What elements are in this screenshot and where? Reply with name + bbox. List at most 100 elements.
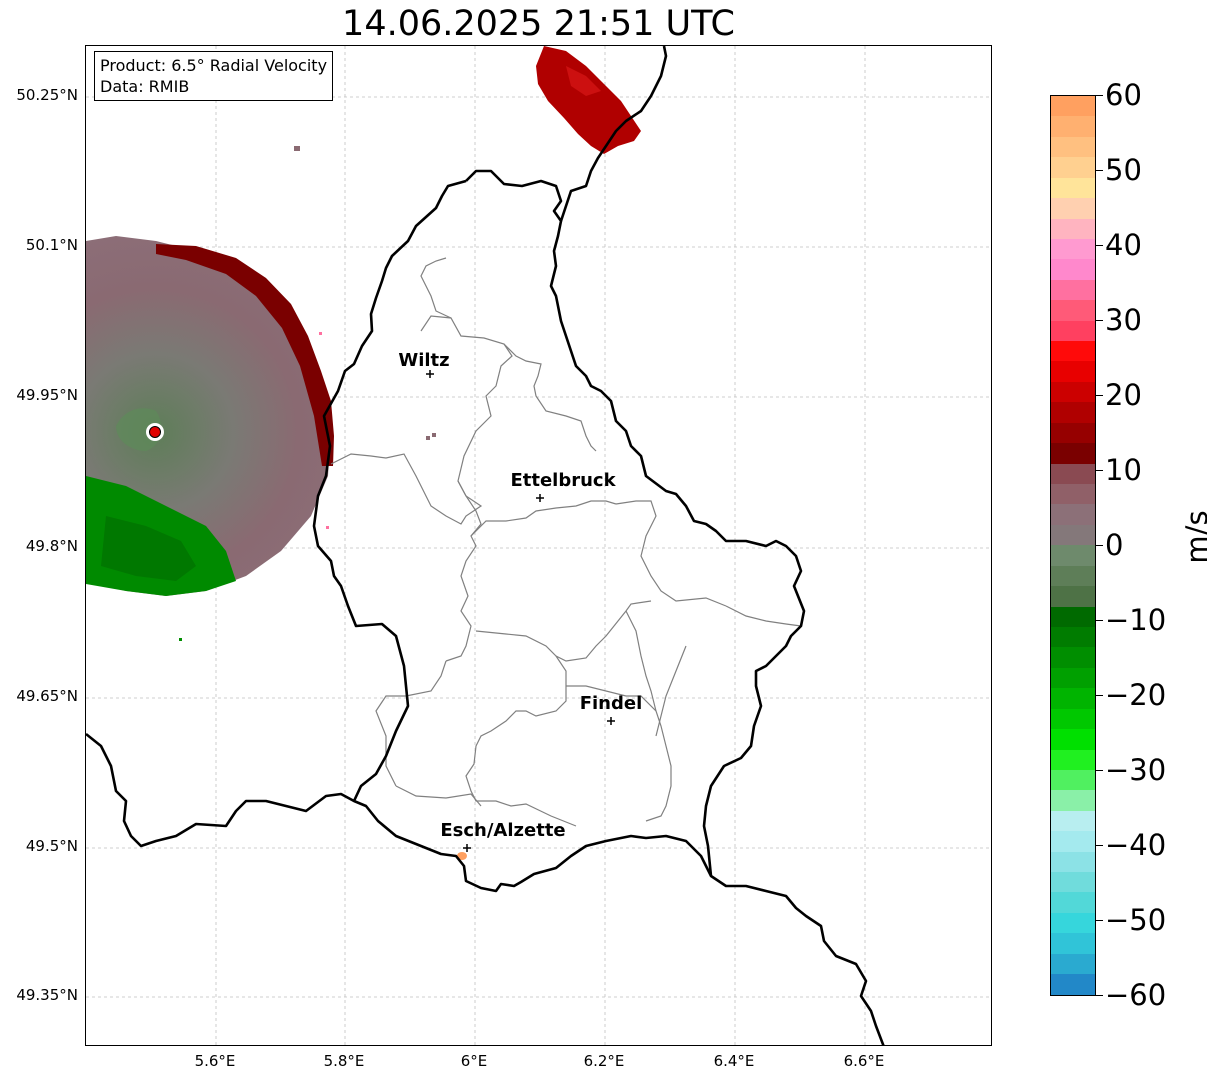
colorbar-segment (1051, 647, 1095, 668)
colorbar-segment (1051, 769, 1095, 791)
colorbar-segment (1051, 463, 1095, 485)
colorbar-tick-label: −60 (1105, 978, 1167, 1012)
colorbar-segment (1051, 790, 1095, 811)
colorbar-tick-label: 10 (1105, 453, 1142, 487)
colorbar-tick (1096, 770, 1103, 771)
colorbar-segment (1051, 565, 1095, 587)
map-title: 14.06.2025 21:51 UTC (342, 4, 735, 44)
lat-label: 49.35°N (16, 986, 78, 1004)
colorbar-tick (1096, 695, 1103, 696)
colorbar-segment (1051, 136, 1095, 158)
colorbar-tick (1096, 395, 1103, 396)
lat-label: 50.1°N (25, 236, 78, 254)
colorbar-tick-label: −50 (1105, 903, 1167, 937)
colorbar-tick-label: 30 (1105, 303, 1142, 337)
velocity-colorbar (1050, 95, 1096, 996)
colorbar-segment (1051, 892, 1095, 913)
colorbar-tick-label: −10 (1105, 603, 1167, 637)
colorbar-tick (1096, 170, 1103, 171)
colorbar-segment (1051, 667, 1095, 689)
city-label-ettelbruck: Ettelbruck (510, 470, 616, 491)
city-label-esch-alzette: Esch/Alzette (440, 820, 566, 841)
lon-label: 6°E (460, 1052, 488, 1070)
lat-label: 49.5°N (25, 837, 78, 855)
colorbar-segment (1051, 238, 1095, 260)
colorbar-segment (1051, 504, 1095, 525)
colorbar-segment (1051, 626, 1095, 648)
colorbar-segment (1051, 443, 1095, 464)
colorbar-segment (1051, 320, 1095, 342)
colorbar-tick-label: −30 (1105, 753, 1167, 787)
colorbar-segment (1051, 381, 1095, 403)
colorbar-segment (1051, 708, 1095, 730)
colorbar-tick (1096, 995, 1103, 996)
map-frame (85, 45, 992, 1046)
colorbar-tick (1096, 320, 1103, 321)
colorbar-tick-label: 60 (1105, 78, 1142, 112)
colorbar-segment (1051, 688, 1095, 709)
colorbar-unit-label: m/s (1180, 510, 1207, 564)
radar-speckles (179, 146, 467, 860)
colorbar-segment (1051, 729, 1095, 750)
colorbar-segment (1051, 218, 1095, 239)
lat-label: 49.8°N (25, 537, 78, 555)
colorbar-segment (1051, 177, 1095, 199)
colorbar-tick-label: 40 (1105, 228, 1142, 262)
lon-label: 6.6°E (843, 1052, 885, 1070)
lon-label: 6.4°E (713, 1052, 755, 1070)
lon-label: 6.2°E (583, 1052, 625, 1070)
colorbar-segment (1051, 422, 1095, 444)
colorbar-segment (1051, 749, 1095, 770)
colorbar-segment (1051, 157, 1095, 178)
colorbar-segment (1051, 831, 1095, 852)
colorbar-segment (1051, 974, 1095, 995)
data-source-label: Data: RMIB (100, 77, 190, 96)
colorbar-segment (1051, 96, 1095, 117)
radar-map (86, 46, 991, 1045)
colorbar-segment (1051, 198, 1095, 219)
colorbar-segment (1051, 810, 1095, 832)
colorbar-tick (1096, 95, 1103, 96)
colorbar-tick (1096, 470, 1103, 471)
city-label-wiltz: Wiltz (398, 350, 450, 371)
colorbar-segment (1051, 116, 1095, 137)
colorbar-segment (1051, 851, 1095, 873)
colorbar-tick-label: 20 (1105, 378, 1142, 412)
national-borders (86, 46, 885, 1045)
colorbar-segment (1051, 484, 1095, 505)
colorbar-segment (1051, 545, 1095, 566)
colorbar-segment (1051, 606, 1095, 627)
colorbar-tick-label: 0 (1105, 528, 1124, 562)
radar-echo-north (536, 46, 641, 154)
colorbar-segment (1051, 300, 1095, 321)
colorbar-segment (1051, 279, 1095, 301)
colorbar-tick (1096, 845, 1103, 846)
product-label: Product: 6.5° Radial Velocity (100, 56, 328, 75)
colorbar-segment (1051, 361, 1095, 382)
city-label-findel: Findel (579, 693, 643, 714)
colorbar-tick (1096, 920, 1103, 921)
colorbar-segment (1051, 402, 1095, 423)
colorbar-tick-label: −40 (1105, 828, 1167, 862)
district-boundaries (330, 257, 802, 827)
colorbar-tick (1096, 245, 1103, 246)
colorbar-segment (1051, 953, 1095, 975)
lat-label: 49.95°N (16, 386, 78, 404)
colorbar-segment (1051, 872, 1095, 893)
lat-label: 49.65°N (16, 687, 78, 705)
colorbar-segment (1051, 341, 1095, 362)
colorbar-segment (1051, 586, 1095, 607)
colorbar-tick-label: −20 (1105, 678, 1167, 712)
lon-label: 5.8°E (323, 1052, 365, 1070)
lon-label: 5.6°E (194, 1052, 236, 1070)
radar-echo-west (86, 236, 334, 596)
lat-label: 50.25°N (16, 86, 78, 104)
colorbar-segment (1051, 912, 1095, 934)
colorbar-segment (1051, 933, 1095, 954)
city-markers (426, 370, 615, 852)
colorbar-segment (1051, 259, 1095, 280)
colorbar-tick (1096, 545, 1103, 546)
colorbar-tick-label: 50 (1105, 153, 1142, 187)
product-info-box: Product: 6.5° Radial Velocity Data: RMIB (94, 51, 334, 101)
colorbar-tick (1096, 620, 1103, 621)
